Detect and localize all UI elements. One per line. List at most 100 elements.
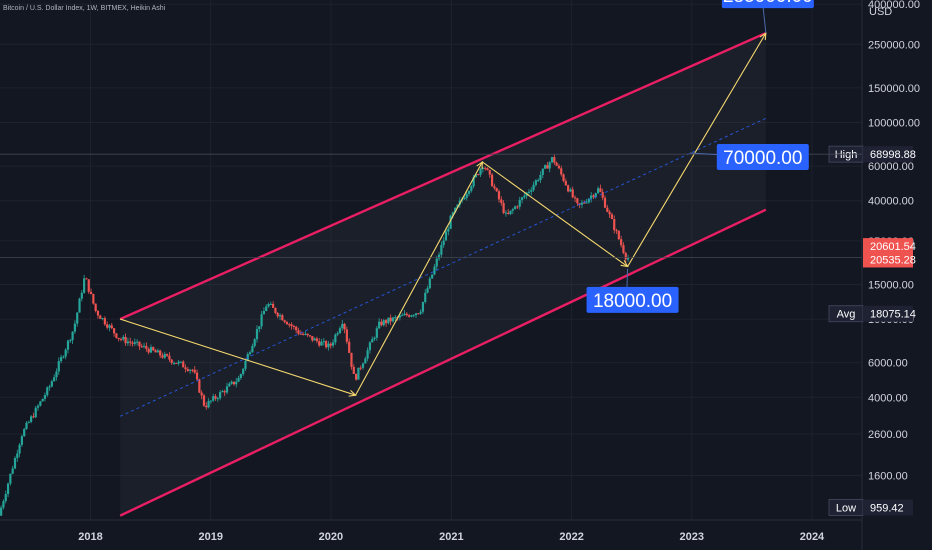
candle-body [230,381,233,384]
candle-body [596,188,600,194]
candle-body [518,199,521,207]
candle-body [382,320,385,326]
price-tick-label: 250000.00 [868,39,920,51]
candle-body [311,336,314,341]
candle-body [161,355,164,358]
candle-body [359,367,362,369]
candle-body [520,197,524,200]
candle-body [207,401,210,408]
time-tick-label: 2020 [319,531,343,543]
candle-body [366,350,369,359]
candle-body [285,322,289,325]
candle-body [189,369,192,371]
candle-body [486,168,489,170]
candle-body [354,373,358,380]
channel-lower-line [119,208,767,517]
candle-body [585,202,588,204]
candle-body [599,188,602,192]
candle-body [138,341,141,347]
candle-body [179,361,183,363]
candle-body [177,361,180,364]
symbol-title: Bitcoin / U.S. Dollar Index, 1W, BITMEX,… [3,5,166,12]
avg-marker-value: 18075.14 [870,309,916,321]
candle-body [156,350,159,353]
candle-body [511,209,514,211]
candle-body [364,358,367,364]
candle-body [216,398,219,400]
avg-marker-badge [863,305,913,322]
candle-body [191,369,194,371]
callout-text: 70000.00 [723,148,802,169]
candle-body [421,301,425,312]
candle-body [182,361,185,368]
candle-body [454,207,457,213]
candle-body [509,210,512,214]
close-price-value: 20535.28 [870,254,916,266]
candle-body [221,391,224,393]
candle-body [122,336,125,340]
price-axis[interactable]: 400000.00 250000.00 150000.00 100000.00 6000… [861,0,920,550]
candle-body [495,188,498,192]
candle-body [389,317,392,322]
candle-body [327,343,330,348]
candle-body [580,202,584,205]
candle-body [6,483,10,495]
candle-body [225,386,229,393]
low-marker-badge [863,499,913,516]
candle-body [278,315,282,317]
candle-body [59,357,63,362]
candle-body [412,315,415,317]
callout-box [721,0,814,9]
candle-body [341,323,344,329]
candle-body [463,197,466,200]
candle-body [198,379,201,393]
candle-body [428,278,431,289]
candle-body [329,343,332,346]
candle-body [202,395,206,406]
projection-segment [355,161,483,396]
candle-body [163,354,166,358]
candle-body [497,191,501,200]
candle-body [66,340,70,350]
candle-body [308,335,312,337]
candle-body [417,313,420,315]
candle-body [620,239,623,246]
candle-body [357,367,360,380]
candle-body [424,292,427,302]
candle-body [248,352,252,354]
candle-body [30,416,33,422]
candle-body [426,288,429,293]
candle-body [587,198,590,203]
candle-body [262,311,266,315]
candle-body [361,363,365,368]
candle-body [553,157,556,163]
candle-body [350,352,353,367]
candle-body [62,356,65,358]
candle-body [32,416,35,418]
candle-body [608,211,611,215]
candle-body [126,341,130,344]
callout-box [716,143,809,170]
candle-body [408,315,411,317]
candle-body [617,230,620,240]
candle-body [20,436,23,445]
candle-body [115,333,118,338]
time-axis[interactable]: 2018 2019 2020 2021 2022 2023 2024 [0,519,862,543]
candle-body [297,330,300,334]
candle-body [131,342,134,344]
candle-body [626,257,630,260]
price-tick-label: 15000.00 [868,279,914,291]
candle-body [140,346,143,348]
candle-body [78,298,81,313]
candle-body [272,303,275,308]
last-price-badge [863,238,913,255]
candle-body [129,341,132,343]
candle-body [583,202,586,204]
candle-body [560,168,563,175]
candle-body [479,168,482,175]
candle-body [391,317,395,322]
candle-body [214,396,217,399]
time-tick-label: 2023 [680,531,704,543]
